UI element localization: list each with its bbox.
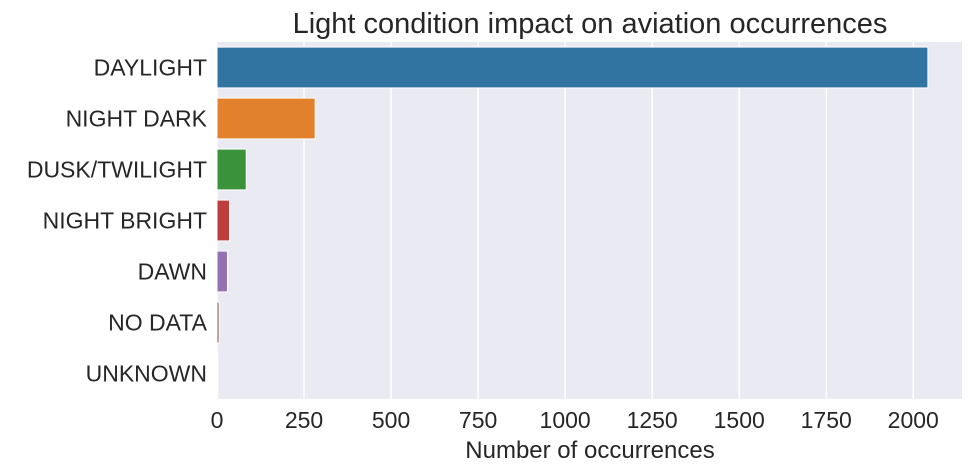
chart-title: Light condition impact on aviation occur… [293, 8, 888, 40]
x-tick-label: 250 [285, 407, 323, 433]
x-axis-label: Number of occurrences [465, 437, 714, 464]
y-axis-tick-labels: DAYLIGHT NIGHT DARK DUSK/TWILIGHT NIGHT BRI… [27, 55, 208, 387]
y-tick-label: DUSK/TWILIGHT [27, 157, 207, 183]
bar-dawn [216, 250, 228, 293]
bars [216, 46, 929, 395]
bar-no-data [216, 301, 220, 344]
bar-dusk-twilight [216, 148, 247, 191]
y-tick-label: UNKNOWN [86, 361, 207, 387]
y-tick-label: DAYLIGHT [94, 55, 207, 81]
bar-night-bright [216, 199, 231, 242]
y-tick-label: DAWN [138, 259, 207, 285]
x-tick-label: 0 [211, 407, 224, 433]
bar-night-dark [216, 97, 316, 140]
x-tick-label: 1000 [540, 407, 591, 433]
x-tick-label: 1500 [714, 407, 765, 433]
bar-unknown [216, 352, 219, 395]
y-tick-label: NIGHT DARK [66, 106, 208, 132]
x-tick-label: 750 [459, 407, 497, 433]
x-axis-tick-labels: 0 250 500 750 1000 1250 1500 1750 2000 [211, 407, 939, 433]
y-tick-label: NO DATA [108, 310, 207, 336]
bar-daylight [216, 46, 929, 89]
x-tick-label: 2000 [888, 407, 939, 433]
plot-area [217, 42, 962, 399]
y-tick-label: NIGHT BRIGHT [43, 208, 207, 234]
x-tick-label: 1250 [627, 407, 678, 433]
x-tick-label: 1750 [801, 407, 852, 433]
x-tick-label: 500 [372, 407, 410, 433]
